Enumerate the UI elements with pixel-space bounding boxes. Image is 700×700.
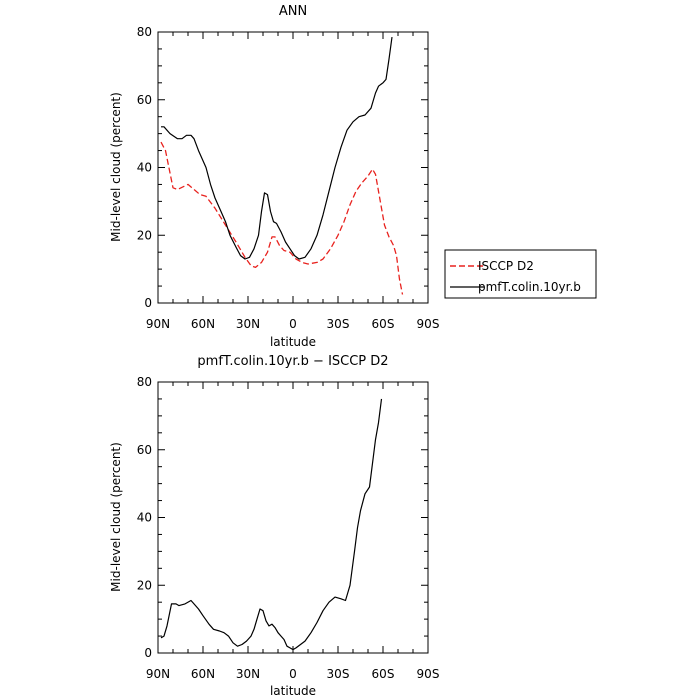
legend: ISCCP D2 pmfT.colin.10yr.b — [444, 249, 597, 299]
chart-title: pmfT.colin.10yr.b − ISCCP D2 — [197, 354, 388, 369]
y-tick-label: 60 — [137, 93, 152, 107]
panel-difference: pmfT.colin.10yr.b − ISCCP D2 0 20 40 60 80 9… — [109, 354, 439, 698]
legend-label-isccp: ISCCP D2 — [478, 259, 534, 273]
panel-annual-mid-level-cloud: ANN 0 20 40 60 80 90N 60N 30N 0 30S 60S 90S latitu… — [109, 4, 597, 349]
x-ticks: 90N 60N 30N 0 30S 60S 90S — [146, 32, 440, 331]
y-axis-label: Mid-level cloud (percent) — [109, 442, 123, 592]
x-tick-label: 90S — [417, 667, 440, 681]
y-tick-label: 0 — [144, 646, 152, 660]
chart-title: ANN — [279, 4, 307, 19]
series-layer — [160, 37, 404, 295]
series-line-pmft-colin-10yr-b — [161, 37, 393, 260]
legend-box — [444, 249, 597, 299]
y-ticks: 0 20 40 60 80 — [137, 25, 428, 310]
x-tick-label: 90N — [146, 317, 170, 331]
series-line-isccp-d2 — [160, 141, 404, 295]
y-tick-label: 40 — [137, 161, 152, 175]
y-tick-label: 0 — [144, 296, 152, 310]
y-tick-label: 80 — [137, 375, 152, 389]
plot-frame — [157, 381, 429, 654]
x-tick-label: 60N — [191, 667, 215, 681]
x-axis-label: latitude — [270, 684, 316, 698]
x-axis-label: latitude — [270, 335, 316, 349]
x-ticks: 90N 60N 30N 0 30S 60S 90S — [146, 382, 440, 681]
y-tick-label: 60 — [137, 443, 152, 457]
y-tick-label: 40 — [137, 511, 152, 525]
x-tick-label: 90S — [417, 317, 440, 331]
series-layer — [160, 398, 383, 651]
x-tick-label: 30S — [327, 667, 350, 681]
y-tick-label: 20 — [137, 228, 152, 242]
x-tick-label: 0 — [289, 317, 297, 331]
y-tick-label: 80 — [137, 25, 152, 39]
x-tick-label: 0 — [289, 667, 297, 681]
y-tick-label: 20 — [137, 578, 152, 592]
x-tick-label: 60S — [372, 317, 395, 331]
x-tick-label: 90N — [146, 667, 170, 681]
x-tick-label: 60N — [191, 317, 215, 331]
x-tick-label: 30N — [236, 317, 260, 331]
y-ticks: 0 20 40 60 80 — [137, 375, 428, 660]
series-line-difference — [160, 398, 383, 651]
legend-label-model: pmfT.colin.10yr.b — [478, 280, 581, 294]
x-tick-label: 60S — [372, 667, 395, 681]
y-axis-label: Mid-level cloud (percent) — [109, 92, 123, 242]
x-tick-label: 30N — [236, 667, 260, 681]
x-tick-label: 30S — [327, 317, 350, 331]
